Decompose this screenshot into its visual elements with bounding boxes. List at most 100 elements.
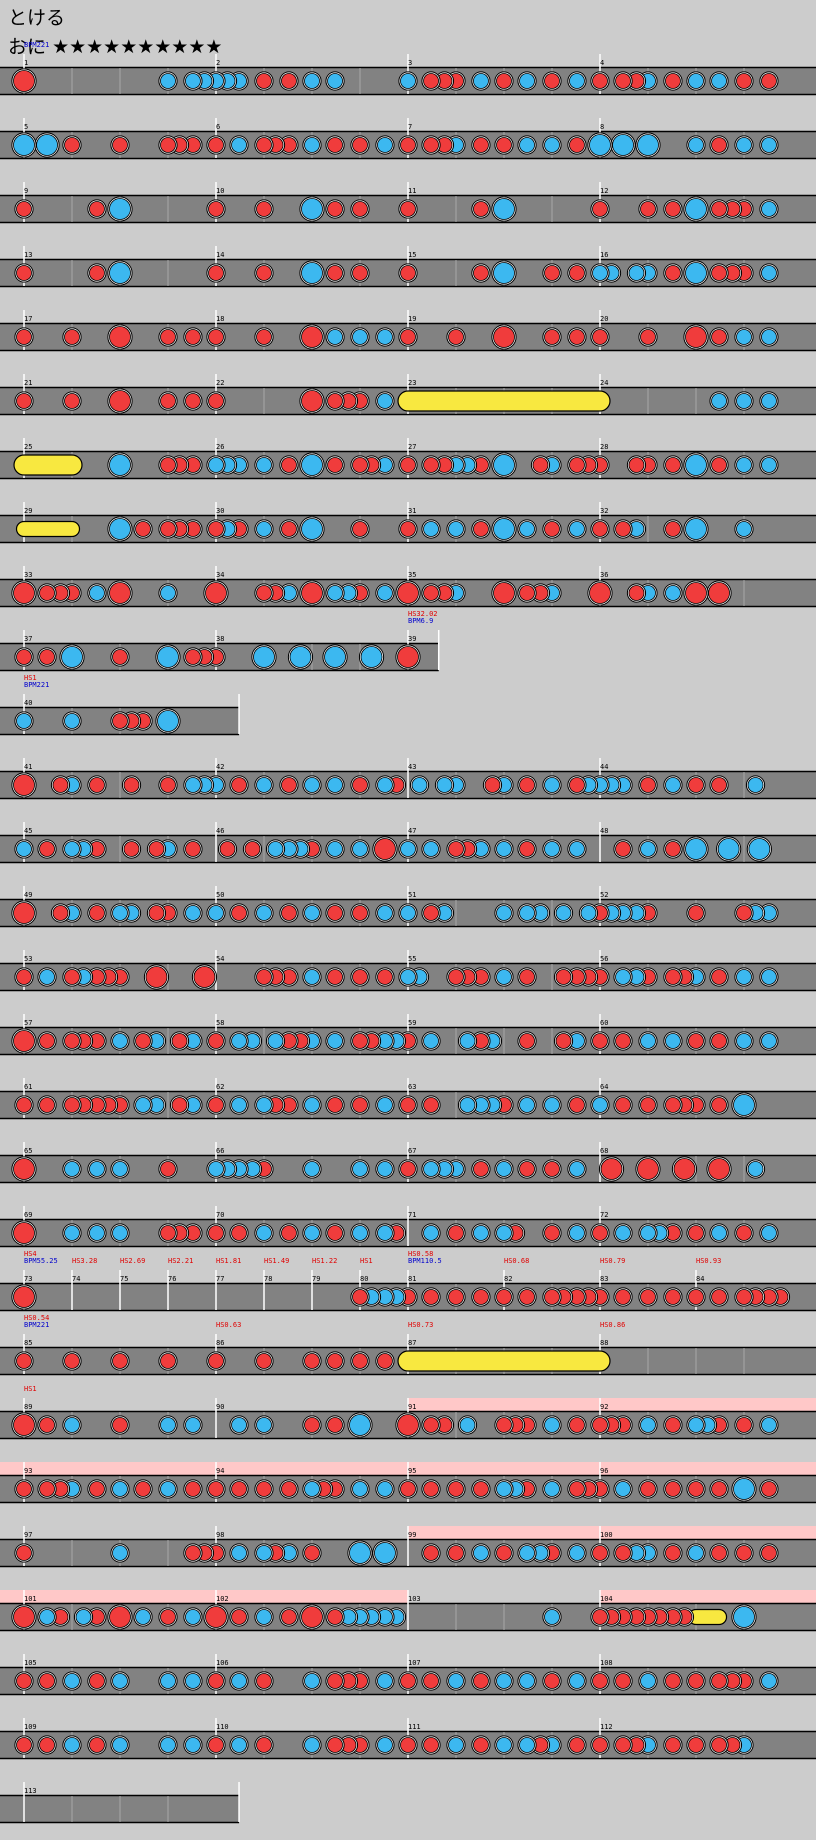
ka-note	[640, 1673, 656, 1689]
don-note	[423, 457, 439, 473]
don-note	[185, 841, 201, 857]
measure-number: 52	[600, 891, 608, 899]
ka-note	[160, 1737, 176, 1753]
don-note	[665, 1289, 681, 1305]
ka-note	[761, 201, 777, 217]
measure-number: 92	[600, 1403, 608, 1411]
measure-number: 21	[24, 379, 32, 387]
don-note	[569, 1737, 585, 1753]
scroll-label: BPM110.5	[408, 1257, 442, 1265]
don-note	[519, 777, 535, 793]
big-don-note	[13, 1222, 35, 1244]
measure-number: 112	[600, 1723, 613, 1731]
don-note	[736, 1417, 752, 1433]
ka-note	[473, 1225, 489, 1241]
don-note	[736, 1289, 752, 1305]
ka-note	[64, 1161, 80, 1177]
big-don-note	[301, 390, 323, 412]
ka-note	[747, 777, 764, 793]
big-ka-note	[733, 1478, 755, 1500]
ka-note	[112, 1481, 128, 1497]
don-note	[281, 1481, 297, 1497]
scroll-label: HS0.58	[408, 1250, 433, 1258]
scroll-label: HS0.63	[216, 1321, 241, 1329]
big-don-note	[13, 1286, 35, 1308]
ka-note	[16, 841, 32, 857]
don-note	[400, 521, 416, 537]
don-note	[123, 841, 140, 857]
don-note	[352, 201, 368, 217]
don-note	[711, 201, 727, 217]
don-note	[711, 329, 727, 345]
don-note	[665, 841, 681, 857]
measure-number: 37	[24, 635, 32, 643]
don-note	[688, 1289, 704, 1305]
ka-note	[39, 1609, 55, 1625]
ka-note	[519, 905, 535, 921]
ka-note	[75, 1609, 92, 1625]
scroll-label: HS1.22	[312, 1257, 337, 1265]
don-note	[256, 137, 272, 153]
ka-note	[519, 73, 535, 89]
ka-note	[327, 777, 343, 793]
measure-number: 83	[600, 1275, 608, 1283]
ka-note	[580, 905, 597, 921]
don-note	[473, 1481, 489, 1497]
don-note	[592, 1417, 608, 1433]
don-note	[423, 905, 439, 921]
don-note	[473, 201, 489, 217]
don-note	[148, 841, 165, 857]
don-note	[16, 393, 32, 409]
don-note	[519, 1289, 535, 1305]
don-note	[281, 1609, 297, 1625]
ka-note	[519, 1737, 535, 1753]
big-ka-note	[685, 198, 707, 220]
don-note	[160, 457, 176, 473]
measure-number: 105	[24, 1659, 37, 1667]
scroll-label: HS1	[24, 1385, 37, 1393]
measure-number: 107	[408, 1659, 421, 1667]
scroll-label: HS1	[360, 1257, 373, 1265]
big-don-note	[145, 966, 168, 988]
don-note	[544, 265, 560, 281]
ka-note	[112, 1545, 128, 1561]
measure-number: 51	[408, 891, 416, 899]
don-note	[160, 1609, 176, 1625]
ka-note	[544, 841, 560, 857]
don-note	[448, 841, 464, 857]
big-don-note	[205, 582, 227, 604]
big-ka-note	[301, 518, 323, 540]
ka-note	[761, 1417, 777, 1433]
ka-note	[711, 1225, 727, 1241]
don-note	[400, 329, 416, 345]
ka-note	[327, 1033, 343, 1049]
ka-note	[304, 905, 320, 921]
don-note	[615, 1097, 631, 1113]
measure-number: 30	[216, 507, 224, 515]
don-note	[39, 1033, 55, 1049]
big-ka-note	[289, 646, 312, 668]
don-note	[281, 1225, 297, 1241]
measure-number: 62	[216, 1083, 224, 1091]
don-note	[327, 137, 343, 153]
big-don-note	[13, 582, 35, 604]
don-note	[592, 73, 608, 89]
gogo-highlight	[600, 1590, 816, 1606]
don-note	[208, 329, 224, 345]
ka-note	[592, 1097, 608, 1113]
big-don-note	[374, 838, 396, 860]
big-ka-note	[685, 838, 707, 860]
don-note	[569, 457, 585, 473]
measure-number: 88	[600, 1339, 608, 1347]
don-note	[761, 73, 777, 89]
measure-number: 101	[24, 1595, 37, 1603]
ka-note	[496, 1225, 512, 1241]
ka-note	[423, 1161, 439, 1177]
ka-note	[304, 137, 320, 153]
don-note	[327, 969, 343, 985]
don-note	[592, 1033, 608, 1049]
ka-note	[519, 521, 535, 537]
big-don-note	[193, 966, 216, 988]
don-note	[400, 1481, 416, 1497]
don-note	[16, 649, 32, 665]
